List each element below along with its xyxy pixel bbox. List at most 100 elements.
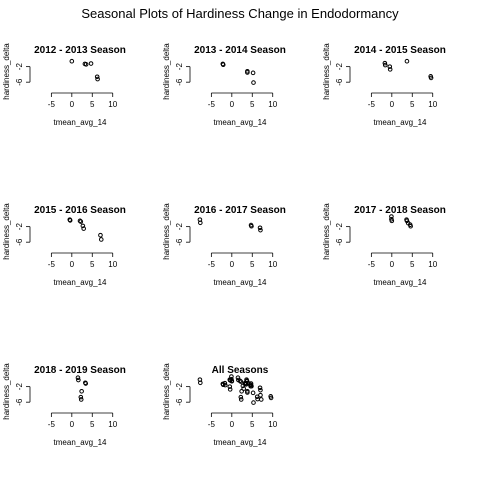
x-tick-label: 0 xyxy=(390,100,395,109)
y-tick-label: -2 xyxy=(335,63,344,71)
x-tick-label: -5 xyxy=(208,420,216,429)
data-point xyxy=(77,378,81,382)
x-axis-label: tmean_avg_14 xyxy=(54,278,107,287)
x-tick-label: 5 xyxy=(90,100,95,109)
x-tick-label: 0 xyxy=(70,260,75,269)
panel-title: 2017 - 2018 Season xyxy=(354,205,446,216)
x-tick-label: 10 xyxy=(428,100,437,109)
x-tick-label: 0 xyxy=(390,260,395,269)
y-tick-label: -2 xyxy=(15,383,24,391)
x-tick-label: 10 xyxy=(268,420,277,429)
y-tick-label: -2 xyxy=(175,63,184,71)
x-tick-label: 0 xyxy=(230,100,235,109)
data-point xyxy=(99,233,103,237)
data-point xyxy=(70,59,74,63)
y-axis-label: hardiness_delta xyxy=(2,43,11,100)
x-tick-label: 5 xyxy=(410,100,415,109)
data-point xyxy=(80,390,84,394)
x-tick-label: 10 xyxy=(108,420,117,429)
data-point xyxy=(259,398,263,402)
y-axis-label: hardiness_delta xyxy=(162,203,171,260)
y-tick-label: -2 xyxy=(175,383,184,391)
panel-title: 2013 - 2014 Season xyxy=(194,45,286,56)
data-point xyxy=(252,401,256,405)
y-tick-label: -2 xyxy=(15,223,24,231)
x-tick-label: 5 xyxy=(90,260,95,269)
y-tick-label: -6 xyxy=(15,78,24,86)
x-tick-label: 10 xyxy=(268,100,277,109)
data-point xyxy=(251,391,255,395)
data-point xyxy=(259,393,263,397)
y-axis-label: hardiness_delta xyxy=(2,363,11,420)
data-point xyxy=(79,398,83,402)
data-point xyxy=(89,62,93,66)
data-point xyxy=(99,238,103,242)
panel-title: All Seasons xyxy=(212,365,269,376)
x-axis-label: tmean_avg_14 xyxy=(374,278,427,287)
x-tick-label: -5 xyxy=(368,260,376,269)
x-axis-label: tmean_avg_14 xyxy=(214,278,267,287)
panels: 2012 - 2013 Season-5 0 5 10tmean_avg_14-2-6… xyxy=(2,43,446,447)
x-tick-label: -5 xyxy=(48,260,56,269)
data-point xyxy=(259,228,263,232)
x-tick-label: 10 xyxy=(428,260,437,269)
x-tick-label: -5 xyxy=(208,260,216,269)
x-axis-label: tmean_avg_14 xyxy=(54,438,107,447)
data-point xyxy=(240,390,244,394)
scatter-panel: All Seasons -5 0 5 10tmean_avg_14 -2 -6 hardine… xyxy=(162,363,278,447)
x-tick-label: 0 xyxy=(230,420,235,429)
y-tick-label: -6 xyxy=(335,238,344,246)
x-tick-label: 5 xyxy=(250,100,255,109)
x-tick-label: 0 xyxy=(70,420,75,429)
y-axis-label: hardiness_delta xyxy=(322,203,331,260)
data-point xyxy=(252,81,256,85)
data-point xyxy=(405,59,409,63)
panel-title: 2016 - 2017 Season xyxy=(194,205,286,216)
x-tick-label: 0 xyxy=(70,100,75,109)
x-tick-label: 5 xyxy=(250,260,255,269)
figure-title: Seasonal Plots of Hardiness Change in En… xyxy=(81,6,399,21)
data-point xyxy=(251,71,255,75)
data-point xyxy=(96,77,100,81)
y-tick-label: -6 xyxy=(15,398,24,406)
x-tick-label: -5 xyxy=(48,100,56,109)
x-tick-label: -5 xyxy=(368,100,376,109)
y-tick-label: -6 xyxy=(175,78,184,86)
x-axis-label: tmean_avg_14 xyxy=(54,118,107,127)
x-tick-label: -5 xyxy=(208,100,216,109)
x-tick-label: -5 xyxy=(48,420,56,429)
x-tick-label: 5 xyxy=(90,420,95,429)
y-axis-label: hardiness_delta xyxy=(162,363,171,420)
data-point xyxy=(239,398,243,402)
data-point xyxy=(256,397,260,401)
x-axis-label: tmean_avg_14 xyxy=(214,438,267,447)
panel-title: 2015 - 2016 Season xyxy=(34,205,126,216)
x-tick-label: 5 xyxy=(250,420,255,429)
x-tick-label: 10 xyxy=(108,260,117,269)
x-tick-label: 10 xyxy=(268,260,277,269)
x-axis-label: tmean_avg_14 xyxy=(214,118,267,127)
y-axis-label: hardiness_delta xyxy=(162,43,171,100)
data-point xyxy=(259,388,263,392)
y-tick-label: -2 xyxy=(175,223,184,231)
y-tick-label: -6 xyxy=(335,78,344,86)
x-tick-label: 0 xyxy=(230,260,235,269)
y-tick-label: -2 xyxy=(15,63,24,71)
y-tick-label: -6 xyxy=(175,398,184,406)
x-axis-label: tmean_avg_14 xyxy=(374,118,427,127)
y-tick-label: -6 xyxy=(175,238,184,246)
panel-title: 2014 - 2015 Season xyxy=(354,45,446,56)
y-axis-label: hardiness_delta xyxy=(322,43,331,100)
panel-title: 2012 - 2013 Season xyxy=(34,45,126,56)
y-tick-label: -2 xyxy=(335,223,344,231)
panel-title: 2018 - 2019 Season xyxy=(34,365,126,376)
y-axis-label: hardiness_delta xyxy=(2,203,11,260)
